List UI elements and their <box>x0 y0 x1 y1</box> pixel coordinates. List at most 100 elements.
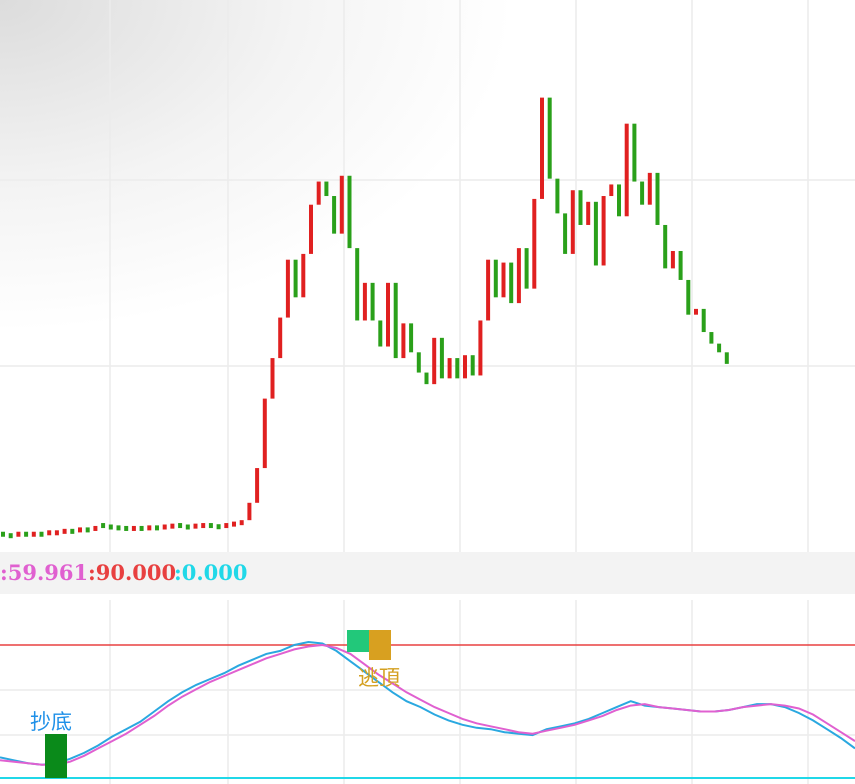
price-bar <box>640 181 645 205</box>
price-bar <box>678 251 683 280</box>
price-bar <box>54 530 59 536</box>
price-bar <box>162 524 167 530</box>
price-bar <box>432 337 437 385</box>
price-bar <box>486 259 491 321</box>
price-bar <box>463 355 467 379</box>
price-bar <box>540 97 544 199</box>
price-bar <box>455 358 460 379</box>
price-bar <box>1 531 5 537</box>
price-bar <box>416 352 421 373</box>
price-bar <box>208 523 213 529</box>
price-bar <box>108 524 113 530</box>
price-bar <box>478 320 483 376</box>
price-bar <box>524 248 529 289</box>
price-bar <box>578 190 583 225</box>
price-bar <box>663 224 668 269</box>
price-bar <box>339 175 344 234</box>
price-bar <box>139 525 144 531</box>
price-bar <box>401 323 406 359</box>
price-bar <box>347 175 352 249</box>
price-bar <box>8 533 13 539</box>
buy-signal-label: 抄底 <box>30 710 72 734</box>
price-bar <box>131 525 136 531</box>
indicator-lines <box>0 640 855 766</box>
price-bar <box>70 528 75 534</box>
price-bar <box>116 525 121 531</box>
sell-signal-block-left <box>347 630 369 652</box>
price-bar <box>609 184 614 197</box>
price-bar <box>655 172 660 225</box>
price-bar <box>232 521 236 527</box>
price-bar <box>85 527 90 533</box>
price-bar <box>370 282 375 321</box>
price-bar <box>393 282 398 359</box>
price-bar <box>93 525 98 531</box>
price-bar <box>555 178 560 214</box>
price-bar <box>239 520 244 526</box>
price-bar <box>224 523 229 529</box>
price-bar <box>301 253 306 298</box>
price-bar <box>47 530 52 536</box>
price-bar <box>694 308 698 315</box>
indicator-value-2: :90.000 <box>88 560 177 585</box>
price-bar <box>617 184 621 217</box>
price-bar <box>78 527 82 533</box>
price-bar <box>247 502 252 521</box>
price-bar <box>355 248 360 321</box>
price-bar <box>155 525 159 531</box>
price-grid <box>0 0 855 552</box>
price-bar <box>293 259 298 298</box>
price-bars <box>1 97 729 539</box>
price-bar <box>632 123 637 182</box>
price-bar <box>709 332 714 344</box>
indicator-line <box>0 643 855 766</box>
price-bar <box>124 525 129 531</box>
price-bar <box>593 201 598 266</box>
price-bar <box>532 198 537 289</box>
price-bar <box>332 196 337 234</box>
price-bar <box>701 308 706 333</box>
price-bar <box>201 523 206 529</box>
price-bar <box>470 355 475 376</box>
price-bar <box>624 123 629 217</box>
price-bar <box>516 248 521 304</box>
price-bar <box>62 528 67 534</box>
price-bar <box>193 523 198 529</box>
price-bar <box>216 524 221 530</box>
price-bar <box>447 358 452 379</box>
signal-markers <box>45 630 391 778</box>
price-bar <box>717 343 722 353</box>
price-bar <box>178 523 183 529</box>
price-bar <box>547 97 552 179</box>
price-bar <box>262 398 267 469</box>
price-bar <box>563 213 568 254</box>
price-bar <box>101 523 106 529</box>
price-bar <box>309 204 313 254</box>
sell-signal-block-right <box>369 630 391 660</box>
price-bar <box>409 323 414 353</box>
price-bar <box>16 531 21 537</box>
price-bar <box>324 181 329 197</box>
price-bar <box>316 181 321 205</box>
price-bar <box>285 259 290 318</box>
indicator-grid <box>0 600 855 784</box>
price-bar <box>424 372 429 385</box>
price-bar <box>601 196 606 266</box>
price-bar <box>278 317 283 359</box>
price-bar <box>686 279 691 315</box>
indicator-value-3: :0.000 <box>174 560 248 585</box>
price-panel-background <box>0 0 855 552</box>
price-bar <box>509 262 514 304</box>
price-bar <box>586 201 591 225</box>
buy-signal-block <box>45 734 67 778</box>
price-bar <box>378 320 383 347</box>
price-bar <box>185 524 190 530</box>
price-bar <box>270 358 275 399</box>
price-bar <box>493 259 498 298</box>
sell-signal-label: 逃頂 <box>358 666 400 690</box>
indicator-value-1: :59.961 <box>0 560 89 585</box>
price-bar <box>362 282 367 321</box>
price-bar <box>24 531 29 537</box>
price-bar <box>255 468 260 503</box>
